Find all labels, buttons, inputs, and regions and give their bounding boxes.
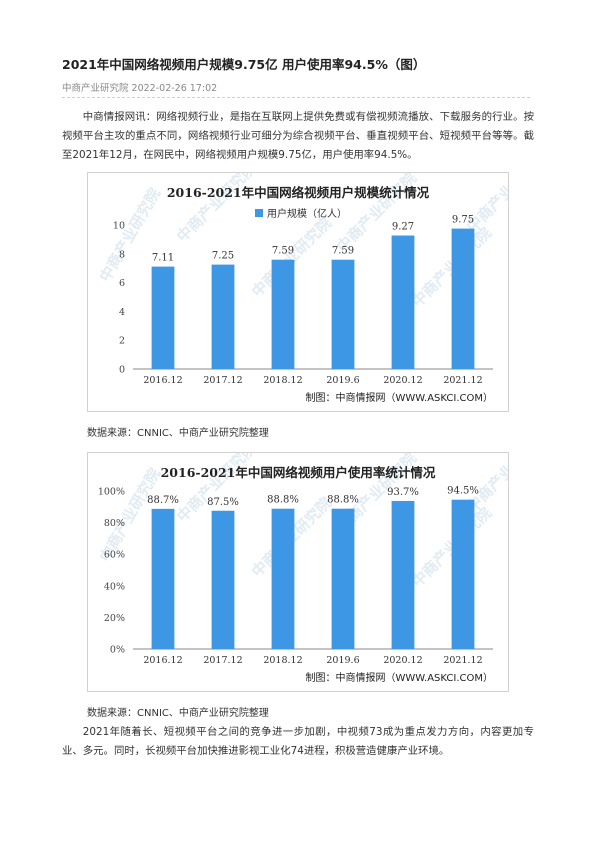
legend-swatch: [255, 209, 263, 217]
chart-title: 2016-2021年中国网络视频用户规模统计情况: [167, 185, 430, 200]
x-tick-label: 2019.6: [326, 655, 359, 666]
article-date: 2022-02-26 17:02: [131, 83, 218, 94]
user-scale-chart-svg: 中商产业研究院 中商产业研究院中商产业研究院中商产业研究院中商产业研究院中商产业研…: [96, 173, 508, 404]
data-label: 93.7%: [387, 487, 419, 498]
y-tick-label: 100%: [98, 487, 125, 498]
bar: [331, 259, 355, 369]
bar: [271, 508, 295, 649]
y-tick-label: 2: [119, 336, 125, 347]
article-title: 2021年中国网络视频用户规模9.75亿 用户使用率94.5%（图）: [62, 57, 426, 72]
bar: [151, 266, 175, 369]
user-scale-chart: 中商产业研究院 中商产业研究院 中商产业研究院 中商产业研究院 中商产业研究院 中商产业研…: [87, 172, 509, 412]
chart1-source: 数据来源：CNNIC、中商产业研究院整理: [87, 428, 269, 439]
bar: [211, 264, 235, 369]
data-label: 9.75: [452, 215, 474, 226]
y-tick-label: 60%: [104, 550, 125, 561]
data-label: 9.27: [392, 222, 414, 233]
data-label: 7.59: [272, 246, 294, 257]
article-meta: 中商产业研究院 2022-02-26 17:02: [62, 80, 217, 94]
y-tick-label: 6: [119, 278, 125, 289]
intro-paragraph: 中商情报网讯：网络视频行业，是指在互联网上提供免费或有偿视频流播放、下载服务的行…: [62, 111, 534, 161]
bar: [451, 499, 475, 649]
data-label: 94.5%: [447, 486, 479, 497]
watermark-text: 中商产业研究院: [173, 173, 260, 246]
y-tick-label: 4: [119, 307, 125, 318]
legend-label: 用户规模（亿人）: [267, 207, 347, 220]
y-tick-label: 0%: [110, 645, 125, 656]
x-tick-label: 2016.12: [143, 655, 182, 666]
x-tick-label: 2018.12: [263, 655, 302, 666]
bar: [211, 510, 235, 649]
bar: [271, 259, 295, 369]
chart-credit: 制图：中商情报网（WWW.ASKCI.COM）: [306, 391, 494, 404]
usage-rate-chart: 中商产业研究院中商产业研究院中商产业研究院中商产业研究院中商产业研究院中商产业研…: [87, 452, 509, 692]
divider: [62, 97, 530, 98]
data-label: 7.25: [212, 251, 234, 262]
data-label: 88.7%: [147, 495, 179, 506]
article-source[interactable]: 中商产业研究院: [62, 83, 129, 94]
x-tick-label: 2018.12: [263, 375, 302, 386]
bar: [331, 508, 355, 649]
chart2-source: 数据来源：CNNIC、中商产业研究院整理: [87, 708, 269, 719]
y-tick-label: 20%: [104, 613, 125, 624]
watermark-text: 中商产业研究院: [408, 224, 495, 311]
x-tick-label: 2021.12: [443, 655, 482, 666]
bar: [451, 228, 475, 369]
x-tick-label: 2019.6: [326, 375, 359, 386]
chart-title: 2016-2021年中国网络视频用户使用率统计情况: [161, 465, 436, 480]
y-tick-label: 10: [113, 221, 125, 232]
chart-credit: 制图：中商情报网（WWW.ASKCI.COM）: [306, 671, 494, 684]
y-tick-label: 8: [119, 249, 125, 260]
bar: [391, 500, 415, 649]
x-tick-label: 2021.12: [443, 375, 482, 386]
bar: [391, 235, 415, 369]
y-tick-label: 0: [119, 365, 125, 376]
watermark-text: 中商产业研究院: [408, 504, 495, 591]
usage-rate-chart-svg: 中商产业研究院中商产业研究院中商产业研究院中商产业研究院中商产业研究院中商产业研…: [96, 453, 508, 684]
x-tick-label: 2017.12: [203, 375, 242, 386]
data-label: 88.8%: [327, 495, 359, 506]
data-label: 7.11: [152, 253, 174, 264]
x-tick-label: 2020.12: [383, 375, 422, 386]
x-tick-label: 2016.12: [143, 375, 182, 386]
conclusion-paragraph: 2021年随着长、短视频平台之间的竞争进一步加剧，中视频73成为重点发力方向，内…: [62, 726, 534, 757]
x-tick-label: 2020.12: [383, 655, 422, 666]
y-tick-label: 40%: [104, 581, 125, 592]
y-tick-label: 80%: [104, 518, 125, 529]
data-label: 7.59: [332, 246, 354, 257]
x-tick-label: 2017.12: [203, 655, 242, 666]
bar: [151, 508, 175, 649]
data-label: 88.8%: [267, 495, 299, 506]
watermark-text: 中商产业研究院: [463, 173, 508, 236]
data-label: 87.5%: [207, 497, 239, 508]
